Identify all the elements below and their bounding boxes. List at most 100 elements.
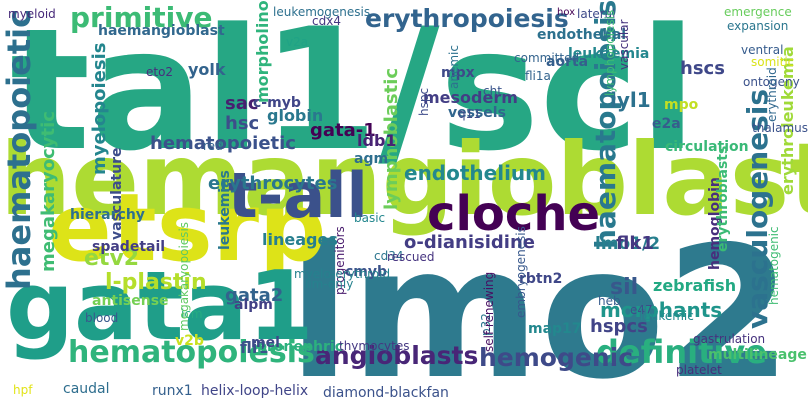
cloud-word: hsc — [225, 113, 260, 134]
cloud-word: alpm — [234, 297, 273, 313]
cloud-word: agm — [354, 151, 389, 167]
cloud-word: runx1 — [152, 383, 193, 399]
cloud-word: helix-loop-helix — [201, 383, 309, 399]
cloud-word: e47 — [630, 303, 653, 317]
cloud-word: red — [203, 139, 223, 153]
cloud-word: cht — [483, 84, 502, 98]
cloud-word: haematopoietic — [0, 8, 38, 290]
cloud-word: emergence — [724, 5, 792, 19]
cloud-word: globin — [267, 106, 324, 125]
cloud-word: leukemias — [217, 170, 233, 250]
cloud-word: expansion — [727, 19, 789, 33]
cloud-word: lyl1 — [610, 88, 651, 112]
cloud-word: rescued — [387, 250, 435, 264]
cloud-word: fli1 — [240, 338, 269, 357]
cloud-word: hematogenic — [767, 226, 781, 305]
cloud-word: mpo — [664, 97, 699, 113]
cloud-word: hspcs — [590, 316, 648, 337]
cloud-word: lim-only — [305, 277, 354, 291]
cloud-word: cmyb — [345, 264, 388, 280]
cloud-word: myelo-erythroid — [294, 267, 391, 281]
cloud-word: v2b — [175, 333, 204, 349]
cloud-word: etv2 — [84, 246, 140, 271]
cloud-word: committed — [514, 51, 580, 65]
cloud-word: mesoderm — [423, 88, 518, 107]
cloud-word: mel — [251, 335, 280, 351]
cloud-word: ventral — [741, 43, 784, 57]
cloud-word: lineages — [262, 230, 338, 249]
cloud-word: gata-1 — [310, 120, 376, 141]
cloud-word: gastrulation — [693, 332, 766, 346]
cloud-word: e2a — [652, 116, 681, 132]
cloud-word: eto2 — [146, 65, 174, 79]
cloud-word: v2a — [286, 35, 309, 49]
cloud-word: hematopoietic — [150, 133, 296, 154]
cloud-word: megakaryocytic — [38, 111, 59, 272]
cloud-word: antisense — [92, 293, 169, 309]
cloud-word: flk1 — [616, 233, 654, 254]
cloud-word: lmo1/2 — [595, 234, 661, 254]
cloud-word: l-plastin — [105, 270, 207, 295]
cloud-word: erythroblasts — [715, 145, 731, 252]
cloud-word: hematopoiesis — [68, 335, 315, 370]
cloud-word: leukaemia — [568, 46, 650, 62]
cloud-word: thymocytes — [339, 339, 410, 353]
cloud-word: icm — [181, 307, 203, 321]
cloud-word: blood — [85, 311, 119, 325]
cloud-word: erythroid — [765, 67, 779, 122]
cloud-word: hox — [557, 7, 576, 18]
cloud-word: platelet — [676, 363, 722, 377]
cloud-word: pronephric — [257, 339, 343, 355]
cloud-word: t-all — [228, 159, 368, 232]
cloud-word: myeloid — [8, 7, 56, 21]
cloud-word: lmo2 — [288, 207, 792, 404]
cloud-word: rbtn2 — [519, 271, 563, 287]
cloud-word: haemangioblast — [98, 23, 225, 39]
cloud-word: caudal — [63, 381, 110, 397]
cloud-word: erythropoiesis — [365, 4, 569, 33]
cloud-word: o-dianisidine — [404, 232, 535, 253]
cloud-word: megakaryopoiesis — [177, 221, 191, 331]
cloud-word: zebrafish — [653, 276, 737, 295]
cloud-word: leukemic — [640, 309, 694, 323]
cloud-word: c-myb — [253, 95, 301, 111]
cloud-word: gata1 — [6, 252, 314, 362]
cloud-word: fli1a — [525, 69, 551, 83]
cloud-word: cd34 — [374, 249, 404, 263]
cloud-word: ldb1 — [357, 131, 397, 150]
cloud-word: sac — [225, 93, 259, 114]
cloud-word: angioblasts — [315, 341, 479, 370]
cloud-word: myelopoiesis — [89, 42, 110, 175]
cloud-word: q11 — [458, 107, 481, 121]
cloud-word: map17 — [528, 321, 582, 337]
cloud-word: basic — [354, 211, 386, 225]
cloud-word: embryogenesis — [514, 226, 528, 318]
cloud-word: ontogeny — [743, 75, 800, 89]
cloud-word: hierarchy — [70, 207, 145, 223]
cloud-word: endothelial — [537, 27, 627, 43]
cloud-word: multilineage — [708, 347, 807, 363]
cloud-word: thalamus — [752, 121, 808, 135]
cloud-word: lateral — [577, 7, 616, 21]
cloud-word: sil — [610, 275, 639, 300]
cloud-word: hscs — [680, 58, 725, 79]
cloud-word: diamond-blackfan — [323, 385, 449, 401]
cloud-word: somitic — [751, 55, 795, 69]
cloud-word: self-renewing — [482, 271, 496, 352]
cloud-word: circulation — [665, 139, 749, 155]
cloud-word: aorta — [546, 54, 589, 70]
cloud-word: vessels — [448, 105, 506, 121]
cloud-word: hemogenic — [479, 343, 634, 372]
cloud-word: vascular — [617, 19, 631, 70]
cloud-word: etsrp — [48, 174, 327, 283]
cloud-word: hspc — [417, 87, 431, 116]
cloud-word: yolk — [188, 60, 226, 79]
cloud-word: mpx — [441, 65, 475, 81]
cloud-word: vasculature — [109, 147, 125, 240]
cloud-word: definitive — [596, 333, 767, 371]
cloud-word: spadetail — [92, 239, 166, 255]
cloud-word: hemangioblast — [0, 121, 808, 238]
cloud-word: endothelium — [404, 161, 547, 185]
cloud-word: cloche — [427, 186, 601, 242]
cloud-word: hpf — [13, 383, 33, 397]
